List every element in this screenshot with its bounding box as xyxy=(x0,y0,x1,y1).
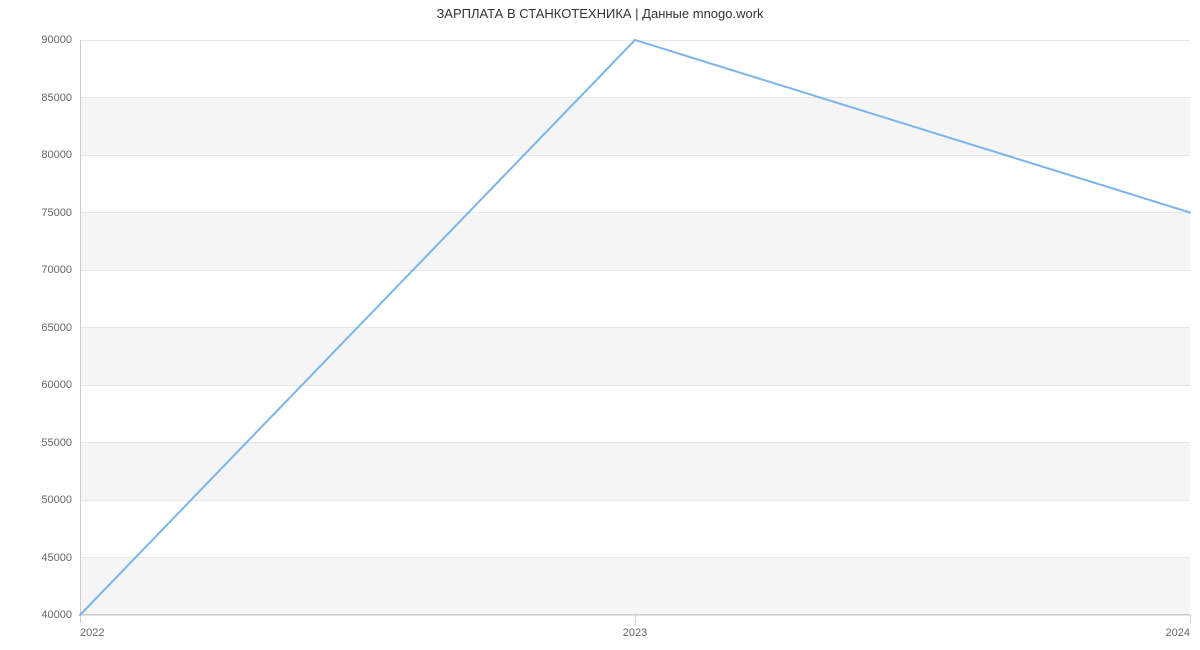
y-tick-label: 80000 xyxy=(41,149,72,161)
y-tick-label: 70000 xyxy=(41,264,72,276)
y-tick-label: 40000 xyxy=(41,609,72,621)
y-tick-label: 90000 xyxy=(41,34,72,46)
y-tick-label: 45000 xyxy=(41,552,72,564)
x-tick-label: 2024 xyxy=(1166,627,1190,639)
y-tick-label: 50000 xyxy=(41,494,72,506)
y-tick-label: 65000 xyxy=(41,322,72,334)
x-tick-label: 2023 xyxy=(623,627,647,639)
chart-title: ЗАРПЛАТА В СТАНКОТЕХНИКА | Данные mnogo.… xyxy=(0,6,1200,21)
salary-line-chart: ЗАРПЛАТА В СТАНКОТЕХНИКА | Данные mnogo.… xyxy=(0,0,1200,650)
x-tick xyxy=(80,615,81,623)
plot-area: 4000045000500005500060000650007000075000… xyxy=(80,40,1190,615)
y-tick-label: 75000 xyxy=(41,207,72,219)
y-tick-label: 85000 xyxy=(41,92,72,104)
x-tick-label: 2022 xyxy=(80,627,104,639)
x-tick xyxy=(635,615,636,623)
series-line xyxy=(80,40,1190,615)
y-tick-label: 60000 xyxy=(41,379,72,391)
y-tick-label: 55000 xyxy=(41,437,72,449)
x-tick xyxy=(1190,615,1191,623)
